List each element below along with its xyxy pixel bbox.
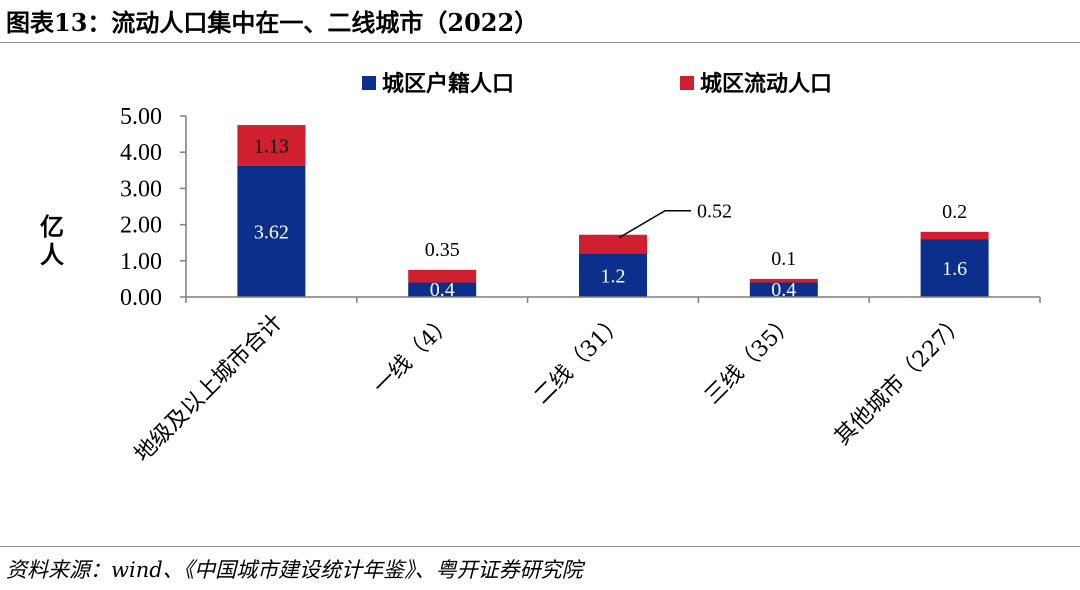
x-axis: 地级及以上城市合计 一线（4） 二线（31） 三线（35） 其他城市（227） [130,296,1041,468]
x-category-label: 二线（31） [530,310,630,410]
x-category-label: 其他城市（227） [830,310,971,451]
data-label-floating: 1.13 [254,136,289,158]
chart-title: 图表13：流动人口集中在一、二线城市（2022） [6,8,539,37]
legend: 城区户籍人口 城区流动人口 [362,71,832,97]
bar-segment-registered [749,282,818,297]
source-note: 资料来源：wind、《中国城市建设统计年鉴》、粤开证券研究院 [6,558,583,582]
title-divider [0,42,1080,43]
x-category-label: 三线（35） [700,310,800,410]
legend-swatch-1 [362,76,376,90]
legend-label-2: 城区流动人口 [700,71,832,97]
data-label-registered: 1.2 [601,265,626,287]
y-tick-label: 0.00 [120,285,162,311]
bar-segment-floating [408,269,477,283]
y-tick-label: 1.00 [120,249,162,275]
bar-segment-floating [749,278,818,283]
y-tick-label: 5.00 [120,104,162,130]
bar-segment-registered [920,239,989,297]
stacked-bar-chart: 城区户籍人口 城区流动人口 0.001.002.003.004.005.00亿人 … [40,71,1041,468]
footer-divider [0,546,1080,547]
data-label-registered: 3.62 [254,221,289,243]
data-label-floating: 0.2 [942,201,967,223]
data-label-floating: 0.52 [697,201,732,223]
x-category-label: 一线（4） [369,310,459,400]
data-label-floating: 0.35 [425,239,460,261]
y-tick-label: 3.00 [120,176,162,202]
y-tick-label: 4.00 [120,140,162,166]
callout-leader-line [618,209,691,239]
data-label-registered: 0.4 [771,279,796,301]
y-tick-label: 2.00 [120,213,162,239]
data-labels: 3.62 1.13 0.4 0.35 1.2 0.52 0.4 0.1 1.6 0.2 [254,136,967,301]
bar-segment-registered [579,253,647,297]
bar-segment-floating [920,231,989,240]
x-category-label: 地级及以上城市合计 [130,310,288,468]
bar-segment-floating [579,234,647,254]
data-label-registered: 1.6 [942,258,967,280]
bar-segment-registered [237,165,306,297]
y-axis: 0.00 1.00 2.00 3.00 4.00 5.00 亿人 [40,104,187,311]
bar-segment-floating [237,125,306,166]
y-axis-title: 亿人 [40,212,64,269]
legend-swatch-2 [680,76,694,90]
bar-segment-registered [408,282,477,297]
data-label-floating: 0.1 [771,248,796,270]
data-label-registered: 0.4 [430,279,455,301]
bars [237,125,989,297]
legend-label-1: 城区户籍人口 [382,71,514,97]
